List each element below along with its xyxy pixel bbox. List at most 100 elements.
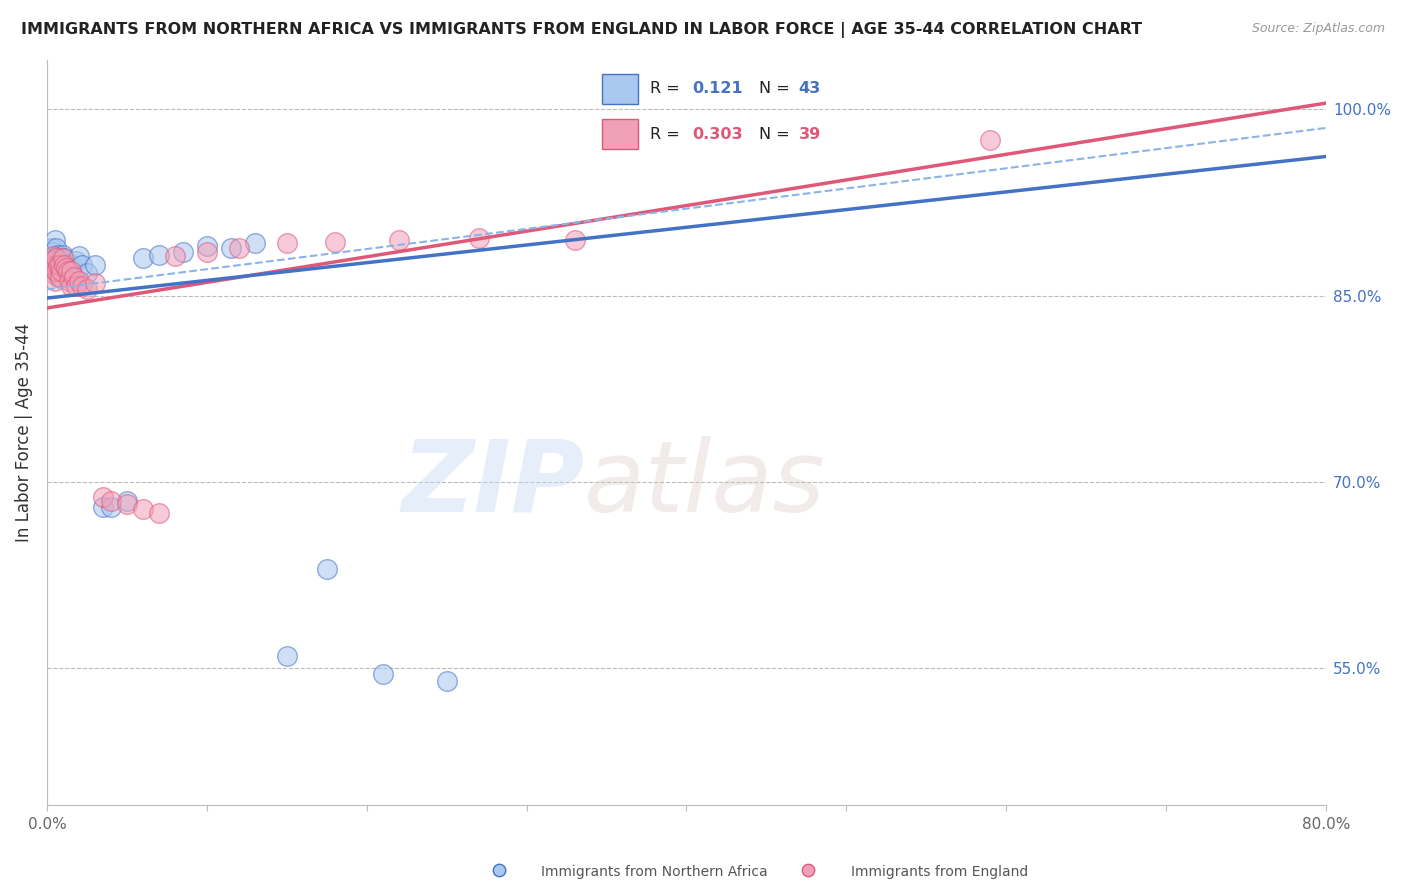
Point bbox=[228, 241, 250, 255]
Point bbox=[48, 258, 70, 272]
Point bbox=[56, 264, 79, 278]
Text: N =: N = bbox=[759, 127, 790, 142]
Point bbox=[59, 261, 82, 276]
Point bbox=[44, 258, 66, 272]
Point bbox=[42, 258, 65, 272]
Point bbox=[83, 276, 105, 290]
Point bbox=[44, 249, 66, 263]
Point bbox=[91, 500, 114, 514]
Point bbox=[219, 241, 242, 255]
Point bbox=[45, 264, 67, 278]
Bar bbox=[602, 74, 638, 103]
Point bbox=[70, 278, 93, 293]
Text: R =: R = bbox=[650, 127, 679, 142]
Text: 0.303: 0.303 bbox=[692, 127, 742, 142]
Point bbox=[388, 233, 411, 247]
Point bbox=[59, 278, 82, 293]
Text: N =: N = bbox=[759, 81, 790, 96]
Text: 43: 43 bbox=[799, 81, 821, 96]
Point bbox=[100, 500, 122, 514]
Point bbox=[44, 264, 66, 278]
Point bbox=[979, 133, 1001, 147]
Point bbox=[46, 247, 69, 261]
Point bbox=[436, 673, 458, 688]
Text: Immigrants from England: Immigrants from England bbox=[851, 865, 1028, 880]
Point bbox=[91, 490, 114, 504]
Point bbox=[44, 233, 66, 247]
Point bbox=[371, 667, 394, 681]
Point bbox=[48, 270, 70, 285]
Point bbox=[62, 258, 84, 272]
Text: Immigrants from Northern Africa: Immigrants from Northern Africa bbox=[541, 865, 768, 880]
Point bbox=[163, 249, 186, 263]
Point bbox=[276, 648, 298, 663]
Point bbox=[52, 252, 75, 266]
Point bbox=[132, 252, 155, 266]
Point bbox=[52, 261, 75, 276]
Point bbox=[58, 274, 80, 288]
Point bbox=[55, 258, 77, 272]
Point bbox=[148, 247, 170, 261]
Text: 39: 39 bbox=[799, 127, 821, 142]
Point bbox=[56, 264, 79, 278]
Point bbox=[45, 264, 67, 278]
Point bbox=[48, 260, 70, 274]
Point bbox=[195, 239, 218, 253]
Point bbox=[45, 252, 67, 266]
Point bbox=[276, 236, 298, 251]
Point bbox=[67, 274, 90, 288]
Point bbox=[132, 502, 155, 516]
Text: ZIP: ZIP bbox=[401, 436, 583, 533]
Point bbox=[67, 249, 90, 263]
Point bbox=[41, 266, 63, 280]
Point bbox=[46, 270, 69, 285]
Point bbox=[76, 282, 98, 296]
Point bbox=[39, 252, 62, 266]
Point bbox=[45, 241, 67, 255]
Point bbox=[65, 278, 87, 293]
Point bbox=[467, 231, 489, 245]
Text: atlas: atlas bbox=[583, 436, 825, 533]
Point bbox=[55, 261, 77, 276]
Point bbox=[59, 264, 82, 278]
Point bbox=[83, 258, 105, 272]
Point bbox=[65, 253, 87, 268]
Text: R =: R = bbox=[650, 81, 679, 96]
Text: IMMIGRANTS FROM NORTHERN AFRICA VS IMMIGRANTS FROM ENGLAND IN LABOR FORCE | AGE : IMMIGRANTS FROM NORTHERN AFRICA VS IMMIG… bbox=[21, 22, 1142, 38]
Text: Source: ZipAtlas.com: Source: ZipAtlas.com bbox=[1251, 22, 1385, 36]
Text: 0.121: 0.121 bbox=[692, 81, 742, 96]
Point bbox=[100, 493, 122, 508]
Point bbox=[39, 261, 62, 276]
Point bbox=[51, 255, 73, 269]
Point bbox=[48, 252, 70, 266]
Point bbox=[70, 258, 93, 272]
Y-axis label: In Labor Force | Age 35-44: In Labor Force | Age 35-44 bbox=[15, 323, 32, 541]
Point bbox=[797, 863, 820, 877]
Point bbox=[46, 258, 69, 272]
Point bbox=[52, 247, 75, 261]
Point bbox=[76, 266, 98, 280]
Point bbox=[44, 274, 66, 288]
Point bbox=[41, 253, 63, 268]
Point bbox=[41, 253, 63, 268]
Point bbox=[172, 245, 194, 260]
Point bbox=[323, 235, 346, 250]
Point bbox=[195, 245, 218, 260]
Point bbox=[115, 497, 138, 511]
Bar bbox=[602, 120, 638, 149]
Point bbox=[46, 258, 69, 272]
Point bbox=[41, 241, 63, 255]
Point bbox=[63, 270, 86, 285]
Point bbox=[148, 506, 170, 520]
Point bbox=[115, 493, 138, 508]
Point bbox=[53, 252, 76, 266]
Point bbox=[45, 252, 67, 266]
Point bbox=[42, 249, 65, 263]
Point bbox=[42, 245, 65, 260]
Point bbox=[51, 264, 73, 278]
Point bbox=[315, 562, 337, 576]
Point bbox=[564, 233, 586, 247]
Point bbox=[53, 258, 76, 272]
Point bbox=[488, 863, 510, 877]
Point bbox=[243, 236, 266, 251]
